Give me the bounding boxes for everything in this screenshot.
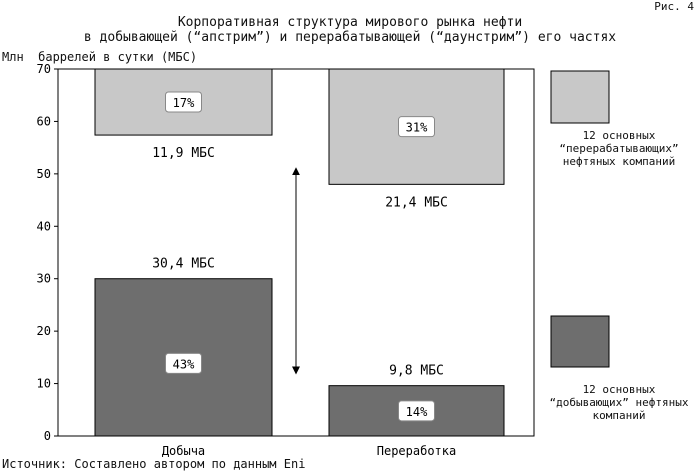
- chart-title-line2: в добывающей (“апстрим”) и перерабатываю…: [83, 30, 617, 45]
- y-tick-label: 20: [37, 324, 51, 338]
- source-note: Источник: Составлено автором по данным E…: [2, 457, 306, 471]
- share-badge-bg: [398, 400, 435, 422]
- share-label-downstream: 31%: [406, 121, 428, 135]
- legend-label-downstream: 12 основных “перерабатывающих” нефтяных …: [559, 129, 679, 168]
- y-tick-label: 50: [37, 167, 51, 181]
- y-tick-label: 10: [37, 377, 51, 391]
- x-axis-ticks: Добыча Переработка: [162, 444, 456, 458]
- chart-title-line1: Корпоративная структура мирового рынка н…: [177, 15, 523, 30]
- plot-frame: [57, 68, 535, 437]
- legend-swatch-downstream: [550, 70, 610, 124]
- share-label-upstream: 14%: [406, 405, 428, 419]
- value-label-upstream: 9,8 МБС: [389, 364, 444, 379]
- x-tick-label: Добыча: [162, 444, 205, 458]
- y-tick-label: 30: [37, 272, 51, 286]
- y-tick-label: 60: [37, 114, 51, 128]
- share-badge-bg: [165, 352, 202, 374]
- y-axis-unit-label: Млн баррелей в сутки (МБС): [2, 50, 198, 64]
- data-labels: 17% 11,9 МБС 43% 30,4 МБС 31% 21,4 МБС 14% 9,8 …: [152, 91, 448, 422]
- share-label-upstream: 43%: [173, 357, 195, 371]
- y-tick-label: 0: [44, 429, 51, 443]
- y-tick-label: 40: [37, 219, 51, 233]
- value-label-downstream: 21,4 МБС: [385, 195, 448, 210]
- share-badge-bg: [398, 116, 435, 138]
- y-tick-label: 70: [37, 62, 51, 76]
- legend-swatch-upstream: [550, 315, 610, 368]
- legend-label-upstream: 12 основных “добывающих” нефтяных компан…: [549, 383, 689, 422]
- figure-number: Рис. 4: [654, 0, 694, 13]
- share-label-downstream: 17%: [173, 96, 195, 110]
- share-badge-bg: [165, 91, 202, 113]
- x-tick-label: Переработка: [377, 444, 456, 458]
- bar-series: [94, 68, 610, 437]
- value-label-upstream: 30,4 МБС: [152, 257, 215, 272]
- y-axis-ticks: 0 10 20 30 40 50 60 70: [37, 62, 58, 443]
- value-label-downstream: 11,9 МБС: [152, 146, 215, 161]
